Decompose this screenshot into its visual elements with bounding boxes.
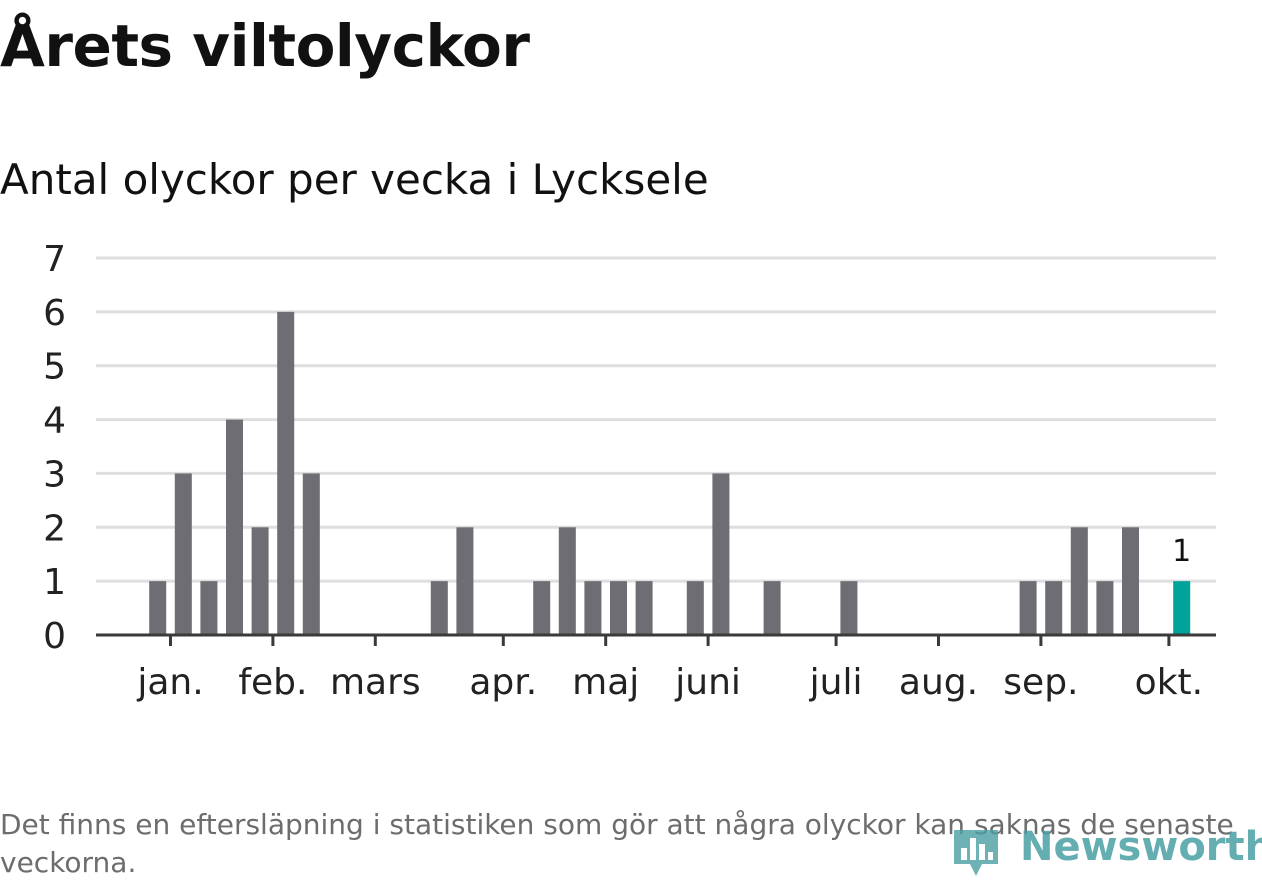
logo-text: Newsworthy [1020,824,1262,870]
x-tick-label-juni: juni [674,662,741,703]
y-axis-ticks: 0 1 2 3 4 5 6 7 [43,239,66,657]
newsworthy-logo: Newsworthy [950,818,1262,878]
bar-week-19 [558,527,576,635]
bar-week-15 [456,527,474,635]
data-label-highlight: 1 [1172,534,1191,569]
bar-week-37 [1019,581,1037,635]
bar-week-8 [277,311,295,635]
bar-week-41 [1122,527,1139,635]
y-tick-label-5: 5 [43,347,66,388]
bar-week-18 [533,581,551,635]
bars [149,311,1191,635]
y-tick-label-0: 0 [43,616,66,657]
y-tick-label-1: 1 [43,562,66,603]
footnote: Det finns en eftersläpning i statistiken… [0,808,1234,879]
bar-week-27 [763,581,781,635]
bar-week-40 [1096,581,1114,635]
bar-week-3 [149,581,167,635]
bar-week-43 [1173,581,1191,635]
x-tick-label-jan: jan. [136,662,203,703]
bar-week-14 [430,581,448,635]
bar-week-9 [302,473,320,635]
chart-subtitle: Antal olyckor per vecka i Lycksele [0,155,709,204]
x-axis: jan. feb. mars apr. maj juni juli aug. sep. okt. [96,633,1216,703]
y-tick-label-7: 7 [43,239,66,280]
y-tick-label-4: 4 [43,401,66,442]
bar-week-21 [610,581,627,635]
chart-title: Årets viltolyckor [0,12,530,80]
data-labels: 1 [1172,534,1191,569]
bar-week-6 [226,419,243,635]
x-tick-label-sep: sep. [1003,662,1078,703]
x-tick-label-juli: juli [809,662,863,703]
bar-week-30 [840,581,858,635]
x-tick-label-mars: mars [330,662,421,703]
chart-pin-icon [954,830,998,876]
bar-week-25 [712,473,730,635]
y-tick-label-3: 3 [43,454,66,495]
x-tick-label-okt: okt. [1135,662,1203,703]
bar-week-4 [174,473,192,635]
y-tick-label-6: 6 [43,293,66,334]
bar-week-24 [686,581,704,635]
bar-chart: 0 1 2 3 4 5 6 7 jan. feb. mars apr. maj juni juli aug.… [43,239,1216,703]
bar-week-20 [584,581,602,635]
bar-week-7 [251,527,269,635]
x-tick-label-aug: aug. [899,662,978,703]
bar-week-38 [1045,581,1063,635]
y-tick-label-2: 2 [43,508,66,549]
x-tick-label-maj: maj [572,662,639,703]
bar-week-22 [635,581,653,635]
bar-week-5 [200,581,218,635]
x-tick-label-apr: apr. [469,662,537,703]
x-tick-label-feb: feb. [238,662,307,703]
bar-week-39 [1070,527,1088,635]
